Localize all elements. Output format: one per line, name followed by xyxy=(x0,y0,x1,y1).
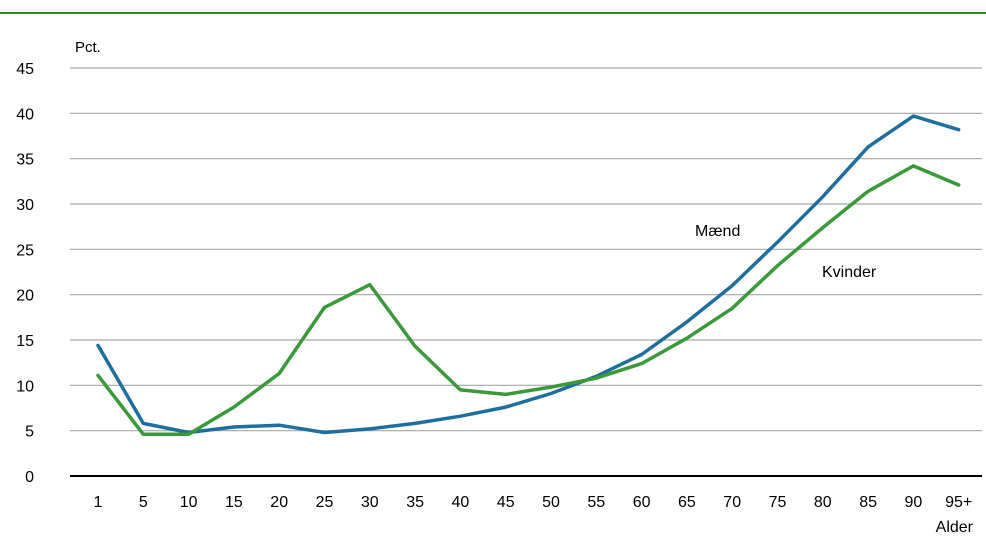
x-tick-label: 45 xyxy=(497,494,515,511)
x-tick-label: 15 xyxy=(225,494,243,511)
y-tick-label: 20 xyxy=(16,288,34,305)
x-tick-label: 10 xyxy=(180,494,198,511)
x-tick-label: 35 xyxy=(406,494,424,511)
x-tick-label: 90 xyxy=(905,494,923,511)
series-line-kvinder xyxy=(96,164,961,437)
y-tick-label: 0 xyxy=(25,469,34,486)
x-tick-label: 60 xyxy=(633,494,651,511)
series-lines xyxy=(96,114,961,437)
y-tick-label: 35 xyxy=(16,152,34,169)
x-axis-label: Alder xyxy=(936,519,974,536)
y-tick-label: 40 xyxy=(16,106,34,123)
y-tick-label: 30 xyxy=(16,197,34,214)
x-tick-label: 25 xyxy=(316,494,334,511)
x-tick-label: 55 xyxy=(587,494,605,511)
y-axis-ticks: 0 5 10 15 20 25 30 35 40 45 xyxy=(16,61,34,486)
x-tick-label: 85 xyxy=(859,494,877,511)
x-tick-label: 1 xyxy=(94,494,103,511)
series-label-kvinder: Kvinder xyxy=(822,264,877,281)
gridlines xyxy=(70,67,982,432)
y-axis-unit-label: Pct. xyxy=(75,39,101,56)
x-tick-label: 80 xyxy=(814,494,832,511)
y-tick-label: 15 xyxy=(16,333,34,350)
x-tick-label: 20 xyxy=(270,494,288,511)
x-axis-ticks: 1 5 10 15 20 25 30 35 40 45 50 55 60 65 70 75 80 85 90 95+ xyxy=(94,494,973,511)
series-line-maend xyxy=(96,114,961,435)
x-tick-label: 75 xyxy=(769,494,787,511)
y-tick-label: 25 xyxy=(16,242,34,259)
x-tick-label: 30 xyxy=(361,494,379,511)
x-tick-label: 95+ xyxy=(945,494,972,511)
x-tick-label: 40 xyxy=(452,494,470,511)
x-tick-label: 65 xyxy=(678,494,696,511)
x-tick-label: 50 xyxy=(542,494,560,511)
x-tick-label: 70 xyxy=(723,494,741,511)
y-tick-label: 10 xyxy=(16,378,34,395)
series-label-maend: Mænd xyxy=(695,223,740,240)
y-tick-label: 5 xyxy=(25,424,34,441)
y-tick-label: 45 xyxy=(16,61,34,78)
x-tick-label: 5 xyxy=(139,494,148,511)
